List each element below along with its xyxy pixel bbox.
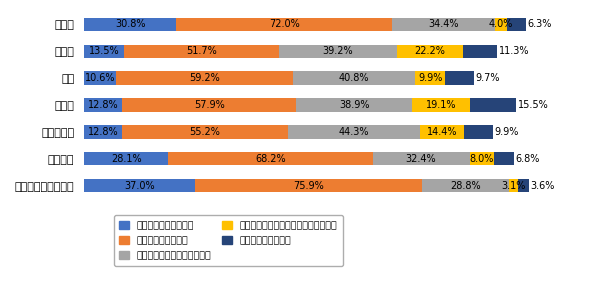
Bar bbox=[494, 152, 514, 165]
Text: 28.8%: 28.8% bbox=[450, 181, 481, 190]
Bar bbox=[84, 179, 195, 192]
Text: 3.6%: 3.6% bbox=[530, 181, 554, 190]
Bar bbox=[397, 45, 463, 58]
Text: 39.2%: 39.2% bbox=[323, 46, 353, 56]
Bar bbox=[445, 71, 474, 85]
Bar bbox=[422, 179, 509, 192]
Text: 34.4%: 34.4% bbox=[428, 20, 459, 29]
Text: 37.0%: 37.0% bbox=[124, 181, 155, 190]
Bar bbox=[84, 45, 124, 58]
Text: 38.9%: 38.9% bbox=[339, 100, 370, 110]
Text: 57.9%: 57.9% bbox=[194, 100, 224, 110]
Bar bbox=[293, 71, 415, 85]
Text: 10.6%: 10.6% bbox=[85, 73, 115, 83]
Bar bbox=[84, 125, 122, 139]
Text: 75.9%: 75.9% bbox=[293, 181, 324, 190]
Bar bbox=[412, 98, 470, 112]
Bar bbox=[495, 18, 507, 31]
Bar bbox=[168, 152, 373, 165]
Text: 9.9%: 9.9% bbox=[495, 127, 519, 137]
Text: 44.3%: 44.3% bbox=[339, 127, 370, 137]
Bar bbox=[415, 71, 445, 85]
Text: 55.2%: 55.2% bbox=[190, 127, 220, 137]
Text: 32.4%: 32.4% bbox=[406, 154, 436, 164]
Bar bbox=[84, 152, 168, 165]
Text: 6.8%: 6.8% bbox=[515, 154, 540, 164]
Bar bbox=[288, 125, 421, 139]
Bar bbox=[122, 98, 296, 112]
Bar bbox=[463, 45, 497, 58]
Text: 30.8%: 30.8% bbox=[115, 20, 145, 29]
Bar bbox=[84, 18, 176, 31]
Text: 19.1%: 19.1% bbox=[426, 100, 456, 110]
Bar bbox=[464, 125, 493, 139]
Text: 28.1%: 28.1% bbox=[111, 154, 142, 164]
Bar bbox=[373, 152, 470, 165]
Bar bbox=[470, 98, 516, 112]
Bar bbox=[507, 18, 526, 31]
Bar bbox=[421, 125, 464, 139]
Text: 14.4%: 14.4% bbox=[427, 127, 457, 137]
Text: 9.9%: 9.9% bbox=[418, 73, 442, 83]
Bar bbox=[280, 45, 397, 58]
Text: 3.1%: 3.1% bbox=[501, 181, 526, 190]
Bar bbox=[509, 179, 518, 192]
Bar bbox=[392, 18, 495, 31]
Bar bbox=[116, 71, 293, 85]
Text: 6.3%: 6.3% bbox=[527, 20, 552, 29]
Text: 51.7%: 51.7% bbox=[187, 46, 217, 56]
Text: 15.5%: 15.5% bbox=[518, 100, 548, 110]
Bar bbox=[518, 179, 529, 192]
Text: 22.2%: 22.2% bbox=[415, 46, 446, 56]
Bar bbox=[84, 98, 122, 112]
Bar bbox=[124, 45, 280, 58]
Bar bbox=[176, 18, 392, 31]
Bar bbox=[195, 179, 422, 192]
Text: 12.8%: 12.8% bbox=[88, 100, 118, 110]
Bar bbox=[296, 98, 412, 112]
Legend: コンビニエンスストア, スーパーマーケット, 酒屋／ディスカウントストア, 専門店（特定のお酒のみを扱う店舗）, インターネット通販: コンビニエンスストア, スーパーマーケット, 酒屋／ディスカウントストア, 専門… bbox=[113, 215, 343, 266]
Bar bbox=[84, 71, 116, 85]
Text: 59.2%: 59.2% bbox=[189, 73, 220, 83]
Text: 9.7%: 9.7% bbox=[476, 73, 500, 83]
Text: 4.0%: 4.0% bbox=[489, 20, 513, 29]
Text: 72.0%: 72.0% bbox=[269, 20, 299, 29]
Text: 13.5%: 13.5% bbox=[89, 46, 119, 56]
Bar bbox=[122, 125, 288, 139]
Text: 68.2%: 68.2% bbox=[255, 154, 286, 164]
Text: 12.8%: 12.8% bbox=[88, 127, 118, 137]
Bar bbox=[470, 152, 494, 165]
Text: 11.3%: 11.3% bbox=[499, 46, 529, 56]
Text: 8.0%: 8.0% bbox=[469, 154, 494, 164]
Text: 40.8%: 40.8% bbox=[339, 73, 370, 83]
